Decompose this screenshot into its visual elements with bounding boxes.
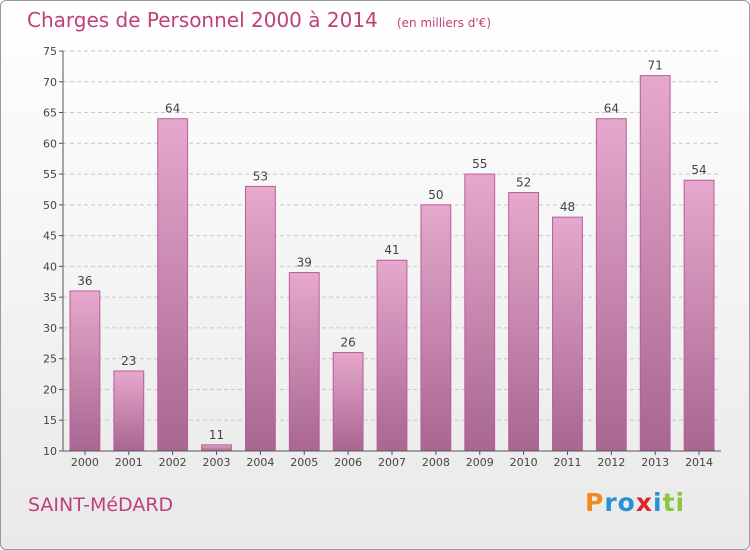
x-tick-label: 2003 [203,456,231,469]
y-tick-label: 10 [43,445,57,458]
bar [420,204,452,452]
bar [69,290,101,452]
chart-unit: (en milliers d'€) [396,16,491,30]
x-tick-label: 2001 [115,456,143,469]
logo-letter: x [635,488,653,517]
x-tick-label: 2013 [641,456,669,469]
data-label: 50 [428,188,443,202]
data-label: 41 [384,243,399,257]
data-label: 36 [77,274,92,288]
x-tick-label: 2005 [290,456,318,469]
logo-letter: t [662,488,676,517]
x-tick-label: 2012 [597,456,625,469]
y-tick-label: 50 [43,199,57,212]
x-tick-label: 2014 [685,456,713,469]
bar [595,118,627,452]
y-tick-label: 30 [43,322,57,335]
bar [552,216,583,452]
data-label: 71 [648,59,663,73]
x-tick-label: 2006 [334,456,362,469]
y-tick-label: 60 [43,137,57,150]
data-label: 52 [516,176,531,190]
logo-letter: o [617,488,636,517]
y-tick-label: 45 [43,230,57,243]
x-tick-label: 2002 [159,456,187,469]
x-tick-label: 2010 [510,456,538,469]
bar [464,173,496,452]
data-label: 48 [560,200,575,214]
y-tick-label: 75 [43,45,57,58]
data-label: 64 [604,102,619,116]
bar [157,118,189,452]
bar [244,185,276,452]
x-tick-label: 2007 [378,456,406,469]
y-tick-label: 65 [43,107,57,120]
chart-title: Charges de Personnel 2000 à 2014 [27,8,378,32]
y-tick-label: 40 [43,260,57,273]
x-tick-label: 2000 [71,456,99,469]
x-tick-label: 2004 [246,456,274,469]
data-label: 54 [691,163,706,177]
data-label: 23 [121,354,136,368]
logo-letter: r [604,488,618,517]
logo-letter: i [675,488,686,517]
y-tick-label: 55 [43,168,57,181]
bar [113,370,145,452]
bar [508,192,540,452]
data-label: 64 [165,102,180,116]
logo-letter: P [585,488,605,517]
title-row: Charges de Personnel 2000 à 2014 (en mil… [27,8,491,32]
y-tick-label: 20 [43,383,57,396]
x-tick-label: 2009 [466,456,494,469]
data-label: 26 [340,336,355,350]
bar [376,259,408,452]
commune-name: SAINT-MéDARD [28,494,174,516]
y-tick-label: 25 [43,353,57,366]
data-label: 11 [209,428,224,442]
bar [683,179,715,452]
data-label: 39 [297,256,312,270]
bar [201,444,232,452]
bar [332,352,364,452]
proxiti-logo: Proxiti [585,488,685,517]
y-tick-label: 15 [43,414,57,427]
x-tick-label: 2011 [553,456,581,469]
y-tick-label: 35 [43,291,57,304]
bar [639,75,671,452]
x-tick-label: 2008 [422,456,450,469]
data-label: 53 [253,169,268,183]
data-label: 55 [472,157,487,171]
logo-letter: i [653,488,663,517]
bar [288,272,320,452]
y-tick-label: 70 [43,76,57,89]
